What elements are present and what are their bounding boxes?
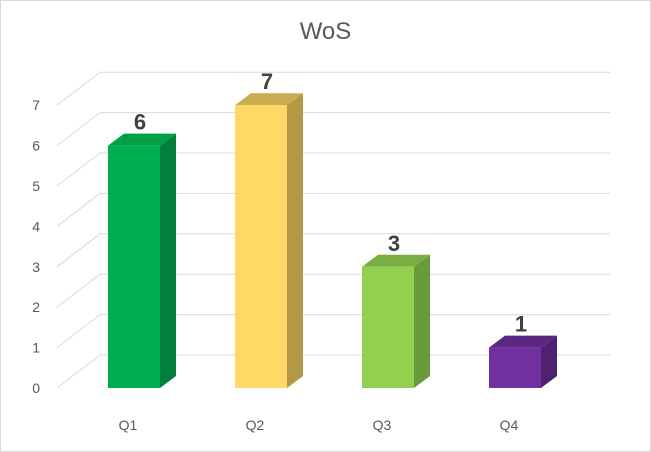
bar-side	[287, 93, 303, 388]
bar-side	[541, 335, 557, 388]
y-tick-label: 5	[32, 178, 40, 194]
gridlines	[56, 71, 610, 389]
data-label: 6	[134, 110, 146, 135]
x-tick-label: Q1	[119, 417, 138, 433]
gridline	[56, 112, 610, 146]
gridline	[56, 233, 610, 268]
bar-top	[108, 133, 176, 146]
gridline	[56, 192, 610, 227]
gridline	[56, 152, 610, 187]
y-tick-label: 4	[32, 218, 40, 234]
y-tick-label: 0	[32, 380, 40, 396]
y-tick-label: 3	[32, 259, 40, 275]
x-tick-label: Q2	[246, 417, 265, 433]
bar-front	[489, 347, 541, 388]
data-label: 3	[388, 231, 400, 256]
bar-front	[108, 145, 160, 388]
bars	[108, 93, 557, 388]
data-labels: 6 7 3 1	[134, 69, 527, 336]
y-tick-label: 6	[32, 138, 40, 154]
chart-title: WoS	[299, 18, 352, 45]
bar-q2	[235, 93, 303, 388]
gridline	[56, 354, 610, 389]
bar-top	[489, 335, 557, 348]
bar-top	[235, 93, 303, 106]
x-axis-ticks: Q1 Q2 Q3 Q4	[119, 417, 519, 433]
bar-front	[235, 105, 287, 388]
y-tick-label: 2	[32, 299, 40, 315]
bar-side	[160, 133, 176, 388]
gridline	[56, 273, 610, 308]
y-tick-label: 7	[32, 97, 40, 113]
bar-top	[362, 254, 430, 267]
data-label: 1	[515, 312, 527, 337]
x-tick-label: Q3	[373, 417, 392, 433]
bar-q1	[108, 133, 176, 388]
y-tick-label: 1	[32, 340, 40, 356]
bar-q4	[489, 335, 557, 388]
gridline	[56, 71, 610, 106]
y-axis-ticks: 0 1 2 3 4 5 6 7	[32, 97, 40, 396]
x-tick-label: Q4	[500, 417, 519, 433]
gridline	[56, 314, 610, 348]
bar-front	[362, 266, 414, 388]
bar-q3	[362, 254, 430, 388]
data-label: 7	[261, 69, 273, 94]
bar-side	[414, 254, 430, 388]
